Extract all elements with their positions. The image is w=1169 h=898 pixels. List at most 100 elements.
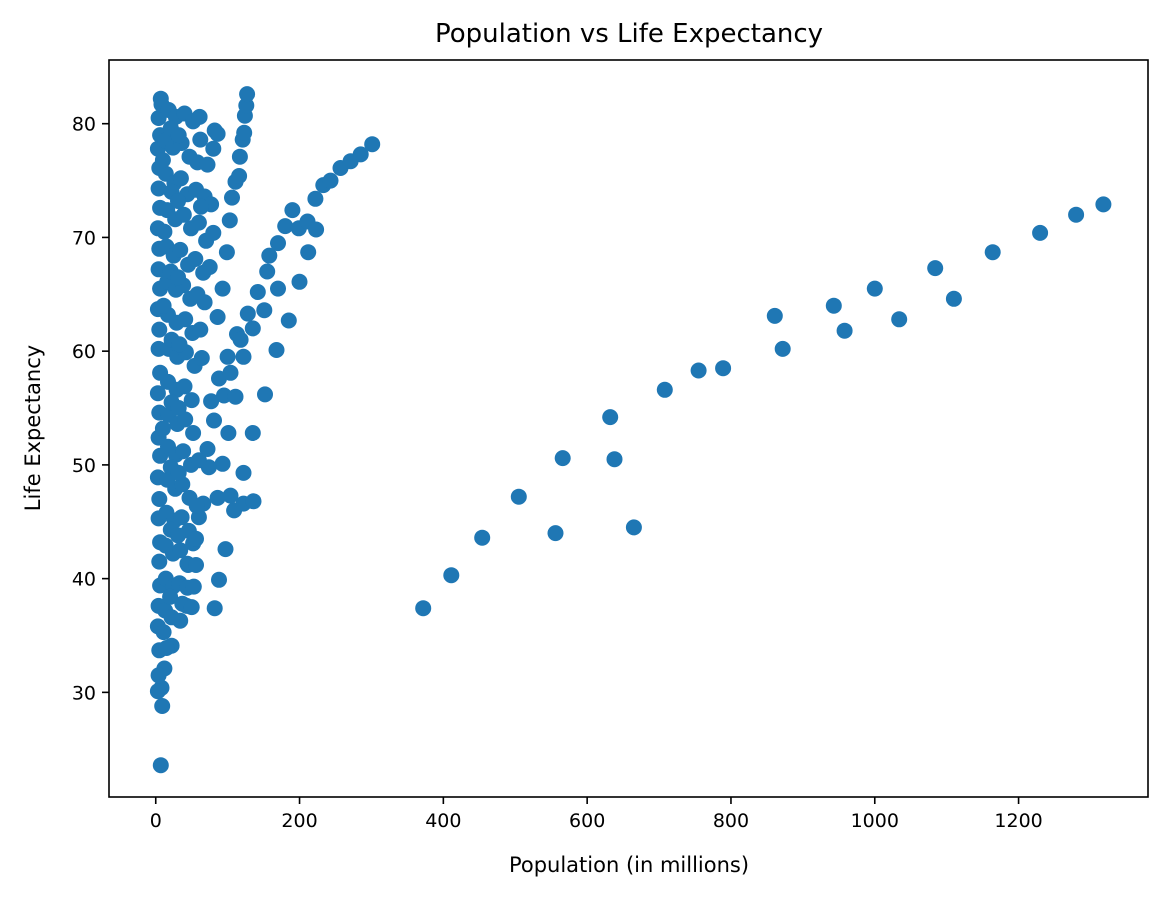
x-axis-label: Population (in millions) bbox=[509, 853, 749, 877]
data-point bbox=[193, 350, 210, 366]
data-point bbox=[231, 148, 248, 165]
data-point bbox=[259, 263, 276, 280]
data-point bbox=[280, 312, 297, 329]
data-point bbox=[205, 224, 222, 241]
data-point bbox=[547, 525, 564, 542]
data-point bbox=[155, 624, 172, 641]
data-point bbox=[443, 567, 460, 584]
data-point bbox=[152, 757, 169, 774]
data-point bbox=[209, 489, 226, 506]
data-point bbox=[192, 321, 209, 338]
data-point bbox=[177, 311, 194, 328]
data-point bbox=[170, 127, 187, 144]
data-point bbox=[474, 529, 491, 546]
data-point bbox=[199, 156, 216, 173]
data-point bbox=[284, 202, 301, 219]
data-point bbox=[261, 247, 278, 264]
data-point bbox=[1095, 196, 1112, 213]
data-point bbox=[222, 487, 239, 504]
data-point bbox=[270, 235, 286, 252]
data-point bbox=[217, 541, 234, 558]
data-point bbox=[690, 362, 707, 379]
data-point bbox=[221, 212, 238, 229]
data-point bbox=[209, 125, 226, 142]
data-point bbox=[625, 519, 642, 536]
data-point bbox=[219, 348, 236, 365]
data-point bbox=[220, 425, 237, 441]
x-tick-label: 400 bbox=[425, 810, 461, 832]
data-point bbox=[825, 297, 842, 314]
data-point bbox=[268, 342, 285, 358]
data-point bbox=[249, 284, 266, 300]
data-point bbox=[214, 280, 231, 297]
y-axis: 30 40 50 60 70 80 bbox=[72, 114, 109, 704]
data-point bbox=[188, 557, 204, 573]
x-tick-label: 1000 bbox=[851, 810, 899, 832]
x-tick-label: 800 bbox=[713, 810, 749, 832]
data-point bbox=[150, 180, 167, 197]
data-point bbox=[172, 170, 189, 187]
data-point bbox=[149, 683, 166, 700]
data-point bbox=[510, 488, 527, 505]
data-point bbox=[927, 260, 944, 277]
data-point bbox=[183, 392, 200, 409]
data-point bbox=[191, 108, 208, 125]
data-point bbox=[155, 297, 172, 314]
data-point bbox=[151, 553, 168, 570]
data-point bbox=[185, 425, 202, 441]
data-point bbox=[239, 305, 256, 322]
data-point bbox=[774, 340, 791, 357]
data-point bbox=[224, 189, 240, 206]
data-point bbox=[154, 420, 171, 437]
y-axis-label: Life Expectancy bbox=[21, 345, 45, 511]
data-point bbox=[187, 251, 204, 267]
data-point bbox=[235, 464, 252, 481]
data-point bbox=[170, 527, 186, 544]
data-point bbox=[171, 336, 188, 353]
data-point bbox=[175, 443, 192, 460]
data-point bbox=[206, 412, 222, 429]
data-point bbox=[183, 599, 200, 616]
data-point bbox=[656, 381, 673, 398]
data-point bbox=[222, 364, 239, 381]
data-point bbox=[352, 146, 369, 163]
data-point bbox=[203, 393, 220, 410]
data-point bbox=[277, 218, 294, 235]
plot-frame bbox=[108, 59, 1149, 798]
data-point bbox=[158, 640, 175, 656]
data-point bbox=[188, 530, 204, 547]
data-point bbox=[152, 90, 169, 107]
data-point bbox=[891, 311, 908, 328]
data-point bbox=[554, 450, 571, 467]
data-point bbox=[151, 491, 168, 507]
data-point bbox=[150, 261, 167, 278]
data-point bbox=[163, 609, 180, 626]
data-point bbox=[218, 244, 235, 261]
data-point bbox=[206, 600, 223, 617]
data-point bbox=[205, 140, 222, 157]
data-point bbox=[170, 193, 186, 209]
data-point bbox=[606, 451, 623, 468]
data-point bbox=[602, 409, 619, 426]
data-point bbox=[766, 307, 783, 324]
data-point bbox=[715, 360, 732, 377]
y-tick-label: 70 bbox=[72, 227, 96, 249]
data-point bbox=[300, 244, 317, 261]
data-point bbox=[149, 385, 166, 402]
data-point bbox=[308, 221, 325, 238]
data-point bbox=[175, 206, 192, 223]
data-point bbox=[188, 497, 205, 514]
data-point bbox=[162, 588, 179, 605]
x-axis: 0 200 400 600 800 1000 1200 bbox=[150, 797, 1043, 832]
data-point bbox=[170, 269, 186, 286]
data-point bbox=[201, 259, 218, 275]
data-point bbox=[156, 223, 173, 240]
data-point bbox=[185, 578, 202, 595]
data-point bbox=[866, 280, 883, 297]
data-point bbox=[176, 378, 193, 395]
data-point bbox=[172, 241, 189, 258]
chart-title: Population vs Life Expectancy bbox=[435, 19, 823, 49]
y-tick-label: 40 bbox=[72, 569, 96, 591]
